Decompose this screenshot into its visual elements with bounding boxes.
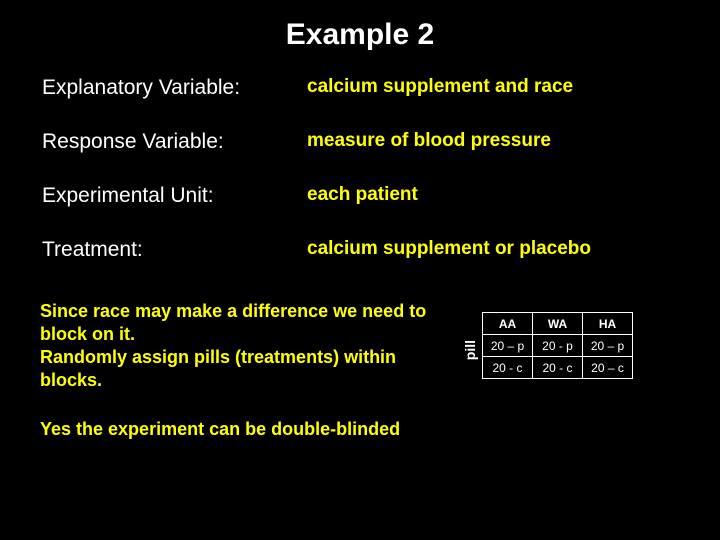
block-design-table: AA WA HA 20 – p 20 - p 20 – p 20 - c 20 … [482, 312, 633, 379]
table-cell: 20 - p [533, 335, 583, 357]
table-cell: 20 - c [483, 357, 533, 379]
def-label: Response Variable: [42, 130, 307, 154]
def-value: each patient [307, 184, 686, 208]
def-value: measure of blood pressure [307, 130, 686, 154]
slide-title: Example 2 [34, 18, 686, 52]
table-header: HA [583, 313, 633, 335]
table-header: AA [483, 313, 533, 335]
lower-section: Since race may make a difference we need… [34, 300, 686, 441]
table-cell: 20 - c [533, 357, 583, 379]
def-label: Experimental Unit: [42, 184, 307, 208]
def-value: calcium supplement and race [307, 76, 686, 100]
table-cell: 20 – p [583, 335, 633, 357]
paragraph-2: Yes the experiment can be double-blinded [40, 418, 440, 441]
block-table-wrap: pill AA WA HA 20 – p 20 - p 20 – p 20 - … [462, 312, 633, 441]
paragraph-block: Since race may make a difference we need… [40, 300, 440, 441]
table-cell: 20 – c [583, 357, 633, 379]
table-row: 20 - c 20 - c 20 – c [483, 357, 633, 379]
table-cell: 20 – p [483, 335, 533, 357]
def-label: Explanatory Variable: [42, 76, 307, 100]
def-value: calcium supplement or placebo [307, 238, 686, 262]
table-header-row: AA WA HA [483, 313, 633, 335]
def-label: Treatment: [42, 238, 307, 262]
table-header: WA [533, 313, 583, 335]
pill-row-label: pill [462, 340, 478, 360]
table-row: 20 – p 20 - p 20 – p [483, 335, 633, 357]
definitions-grid: Explanatory Variable: calcium supplement… [34, 76, 686, 262]
paragraph-1: Since race may make a difference we need… [40, 300, 440, 392]
